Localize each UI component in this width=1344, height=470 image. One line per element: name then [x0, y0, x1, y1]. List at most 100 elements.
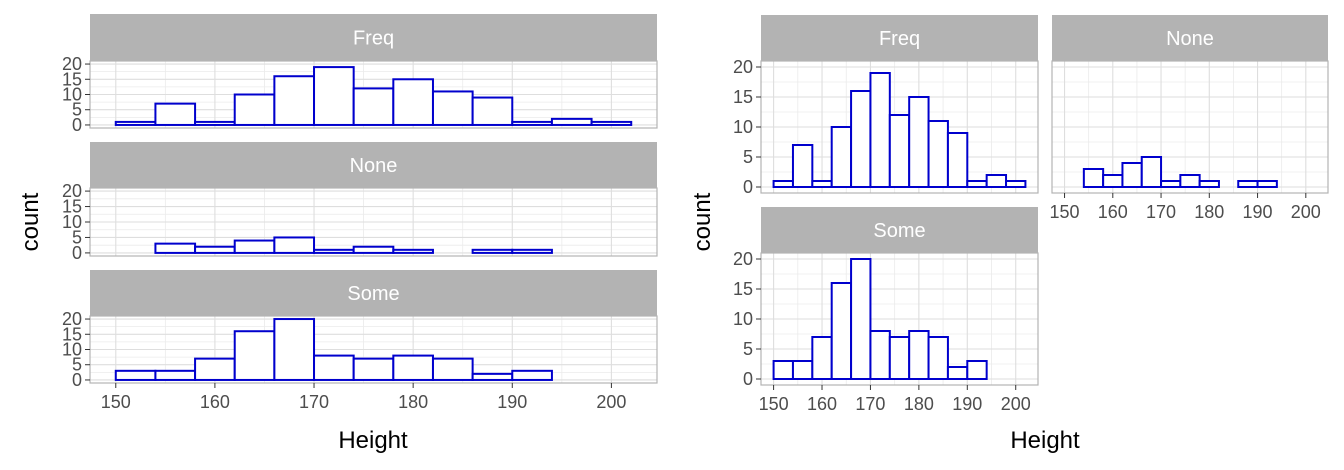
chart1-none-bar [1082, 168, 1105, 188]
chart1-freq-y-tick-label: 0 [743, 177, 753, 197]
chart0-some-y-tick-label: 0 [72, 370, 82, 390]
chart0-some-y-tick-label: 15 [62, 324, 82, 344]
chart0-freq-bar [352, 87, 395, 126]
chart0-freq-y-tick-label: 10 [62, 85, 82, 105]
chart1-freq-bar [1005, 180, 1027, 188]
chart0-freq-bar [590, 120, 633, 126]
chart1-freq-bar [966, 180, 988, 188]
chart0-freq-bar [431, 90, 474, 126]
chart1-some-bar [811, 336, 833, 380]
chart0-x-axis-title: Height [338, 427, 408, 454]
chart1-none-bar [1237, 180, 1259, 188]
chart1-some-x-tick-label: 190 [952, 394, 982, 414]
chart1-y-axis-title: count [689, 192, 716, 251]
chart1-some-bar [791, 360, 814, 380]
chart0-freq-bar [550, 117, 593, 126]
chart1-freq-bar [985, 174, 1008, 188]
chart0-freq-bar [511, 120, 553, 126]
chart0-some-bar [114, 369, 157, 381]
chart1-some-bar [830, 282, 853, 380]
chart1-none-x-tick-label: 170 [1146, 202, 1176, 222]
chart1-freq-strip-label: Freq [879, 28, 920, 50]
chart1-freq-y-tick-label: 10 [733, 117, 753, 137]
chart0-none-bar [233, 239, 276, 254]
chart0-some-x-tick-label: 190 [497, 392, 527, 412]
chart1-none-x-tick-label: 200 [1291, 202, 1321, 222]
chart1-none-bar [1198, 180, 1220, 188]
chart1-some-bar [946, 366, 969, 380]
chart0-none-y-tick-label: 0 [72, 243, 82, 263]
chart0-none-y-tick-label: 15 [62, 197, 82, 217]
chart1-none-bar [1179, 174, 1201, 188]
chart1-freq-bar [811, 180, 833, 188]
chart0-freq-y-tick-label: 15 [62, 69, 82, 89]
chart0-some-bar [273, 318, 316, 381]
chart0-none-strip [90, 142, 657, 188]
chart0-none-bar [313, 248, 355, 254]
chart0-some-y-tick-label: 5 [72, 355, 82, 375]
chart1-freq-y-tick-label: 5 [743, 147, 753, 167]
chart1-freq-strip [761, 15, 1038, 61]
chart1-some-x-tick-label: 160 [807, 394, 837, 414]
chart1-none-strip [1052, 15, 1328, 61]
chart1-none-strip-label: None [1166, 28, 1214, 50]
chart1-some-bar [850, 258, 872, 380]
chart0-some-x-tick-label: 180 [398, 392, 428, 412]
chart1-some-bar [927, 336, 949, 380]
chart0-none-y-tick-label: 5 [72, 227, 82, 247]
chart0-none-bar [194, 245, 236, 254]
chart0-some-y-tick-label: 20 [62, 309, 82, 329]
chart0-freq-bar [114, 120, 157, 126]
chart0-some-bar [392, 354, 434, 381]
chart0-freq-strip [90, 14, 657, 61]
chart1-none-bar [1140, 156, 1163, 188]
chart1-freq-bar [772, 180, 794, 188]
chart1-some-bar [966, 360, 988, 380]
chart1-some-bar [772, 360, 794, 380]
chart0-some-bar [154, 369, 197, 381]
chart0-some-strip [90, 270, 657, 316]
chart0-some-bar [233, 330, 276, 381]
chart0-some-bar [194, 357, 236, 381]
chart1-freq-bar [927, 120, 949, 188]
chart0-freq-y-tick-label: 0 [72, 115, 82, 135]
chart1-freq-bar [946, 132, 969, 188]
chart1-freq-bar [888, 114, 911, 188]
chart1-none-bar [1160, 180, 1182, 188]
chart0-freq-strip-label: Freq [353, 28, 394, 50]
chart1-freq-bar [791, 144, 814, 188]
chart0-freq-y-tick-label: 5 [72, 100, 82, 120]
chart1-none-bar [1102, 174, 1124, 188]
chart1-freq-bar [850, 90, 872, 188]
chart0-some-bar [352, 357, 395, 381]
chart0-none-bar [392, 248, 434, 254]
chart0-some-bar [431, 357, 474, 381]
chart0-some-x-tick-label: 160 [200, 392, 230, 412]
chart0-freq-bar [313, 66, 355, 126]
chart1-some-strip [761, 207, 1038, 253]
chart1-x-axis-title: Height [1010, 427, 1080, 454]
chart1-none-bar [1121, 162, 1143, 188]
chart0-none-bar [352, 245, 395, 254]
chart1-freq-y-tick-label: 15 [733, 87, 753, 107]
chart1-some-bar [888, 336, 911, 380]
chart0-freq-bar [471, 96, 514, 126]
chart1-some-y-tick-label: 0 [743, 369, 753, 389]
chart0-some-x-tick-label: 200 [596, 392, 626, 412]
chart1-some-x-tick-label: 150 [759, 394, 789, 414]
chart1-some-x-tick-label: 180 [904, 394, 934, 414]
chart0-freq-y-tick-label: 20 [62, 54, 82, 74]
chart0-none-y-tick-label: 20 [62, 181, 82, 201]
chart1-freq-bar [908, 96, 930, 188]
chart1-none-x-tick-label: 150 [1050, 202, 1080, 222]
chart1-freq-bar [830, 126, 853, 188]
chart0-some-x-tick-label: 150 [101, 392, 131, 412]
chart1-some-y-tick-label: 15 [733, 279, 753, 299]
chart1-some-y-tick-label: 20 [733, 249, 753, 269]
chart1-some-strip-label: Some [873, 220, 925, 242]
chart0-none-y-tick-label: 10 [62, 212, 82, 232]
chart1-some-bar [869, 330, 891, 380]
chart0-none-bar [511, 248, 553, 254]
chart1-freq-y-tick-label: 20 [733, 57, 753, 77]
